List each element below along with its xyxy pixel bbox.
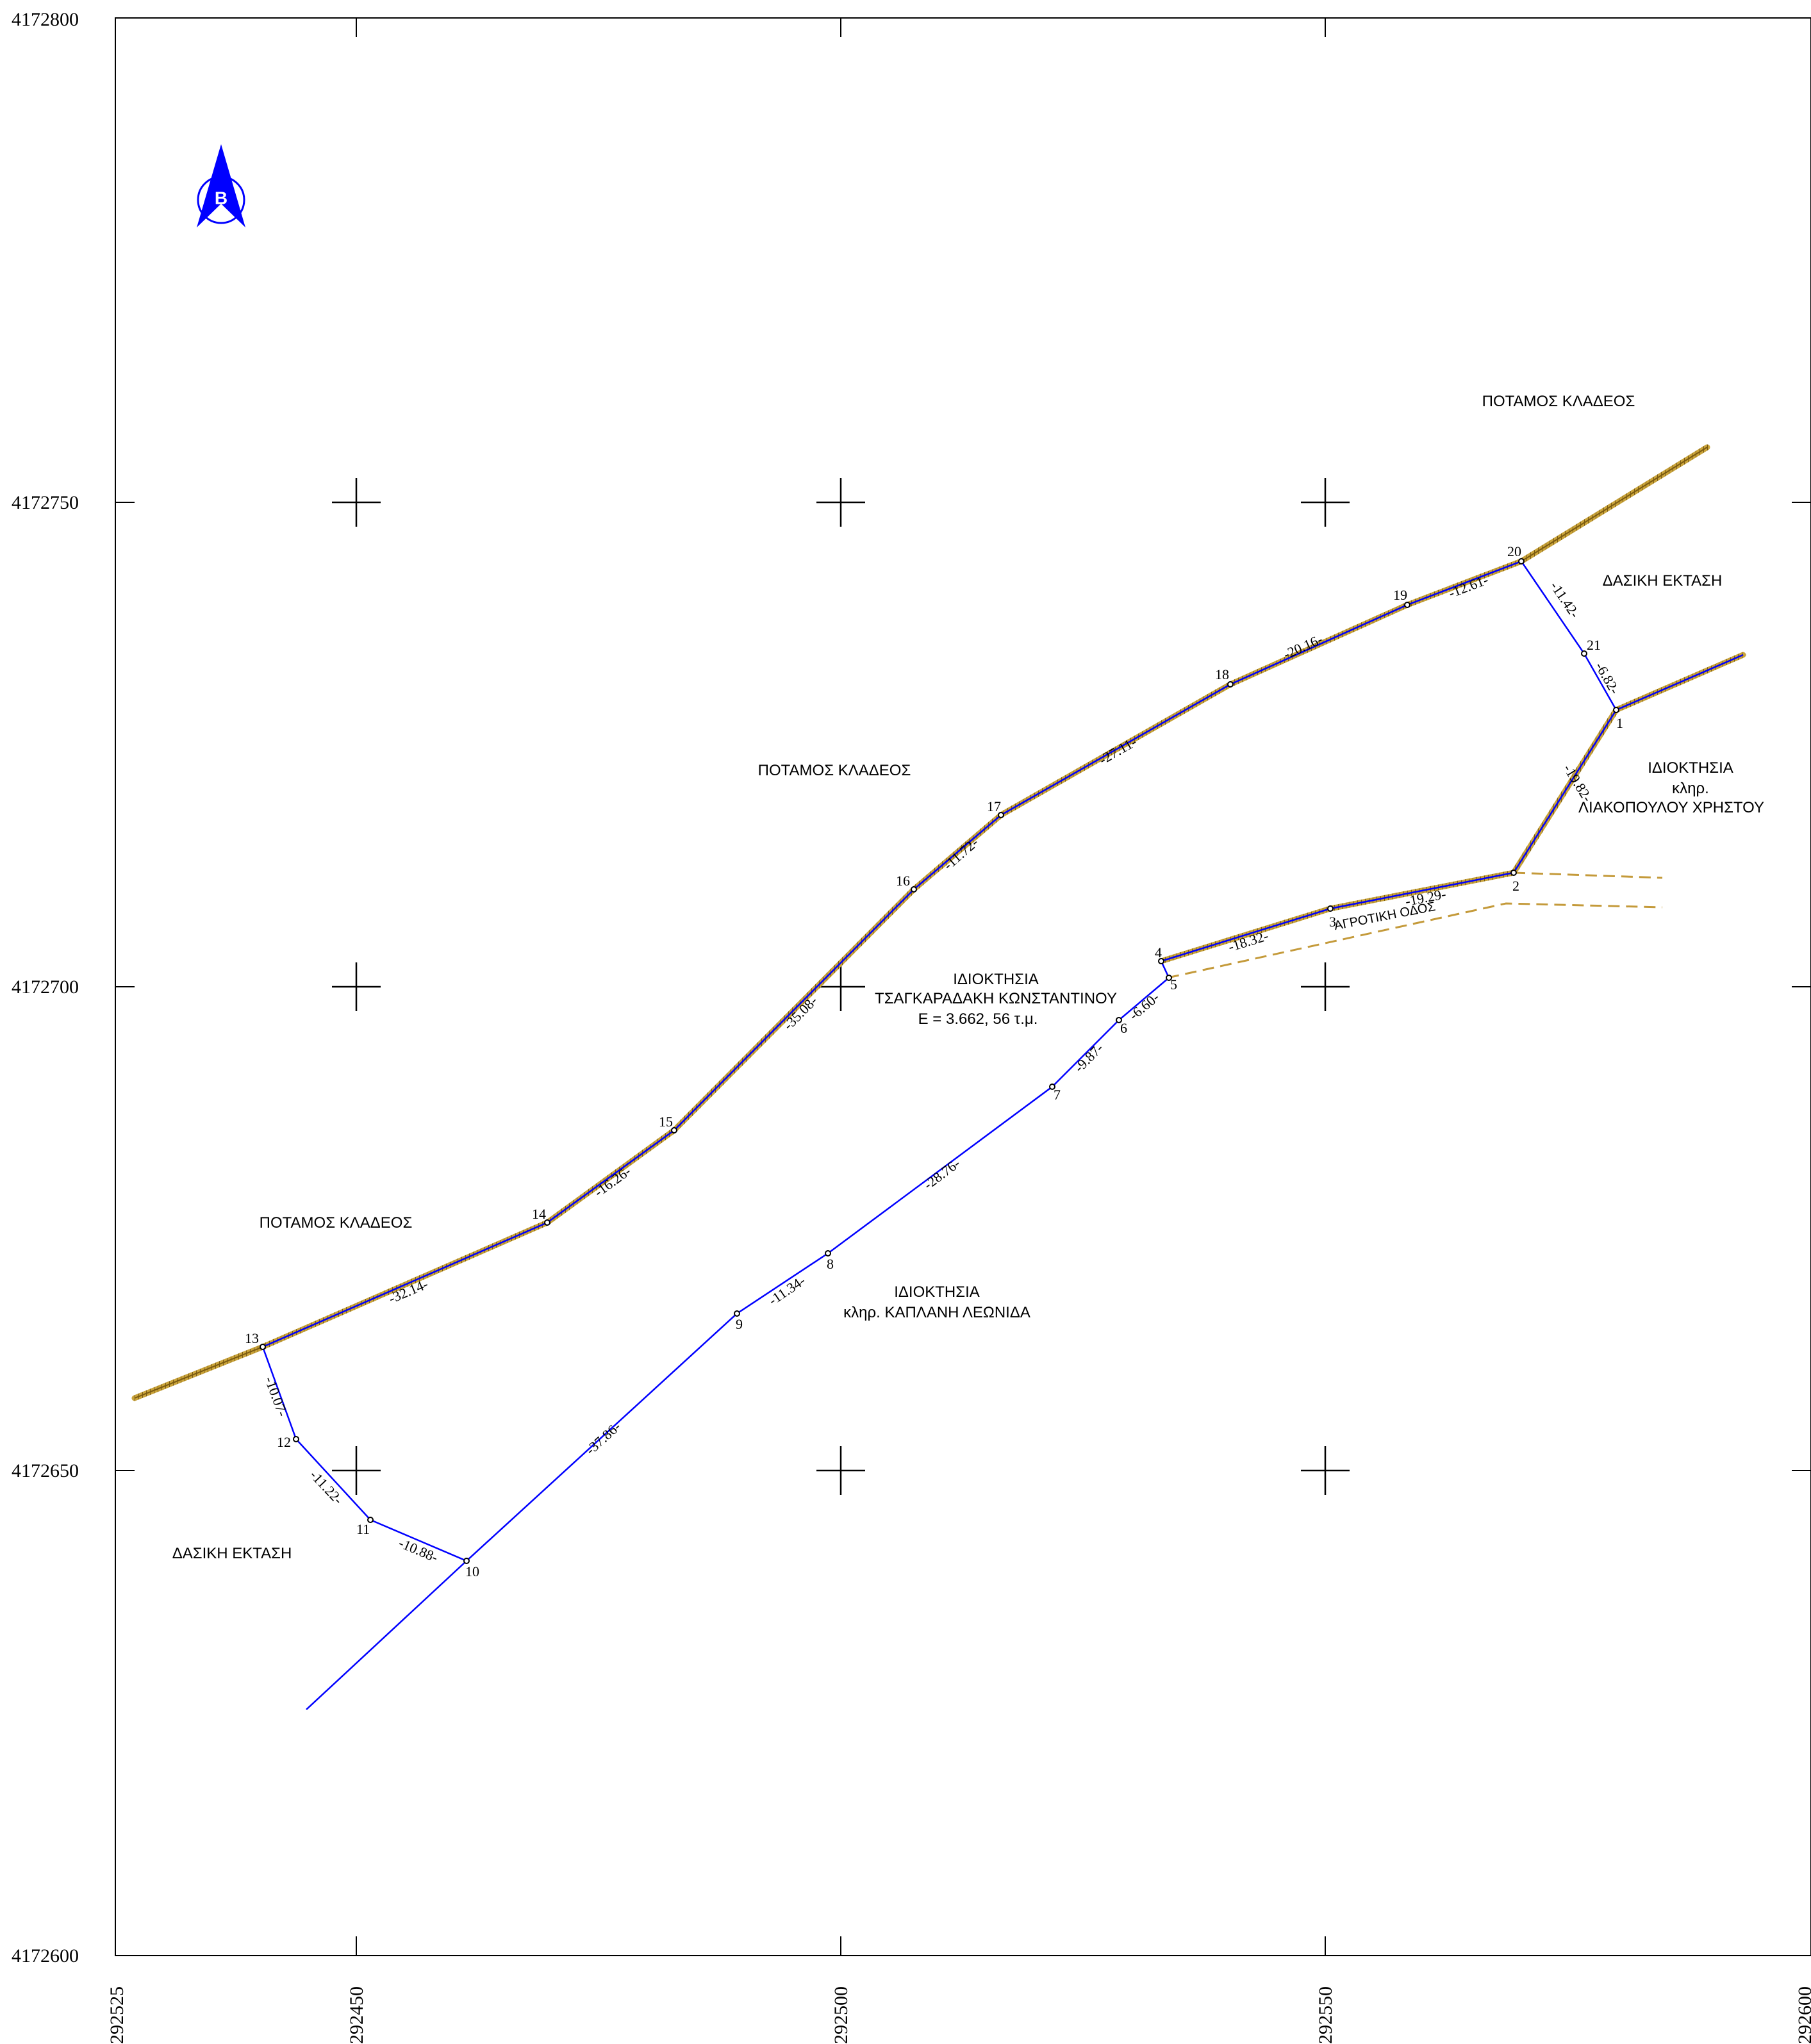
vertex-marker [734,1310,740,1317]
segment-length-label: -11.42- [1547,579,1583,621]
y-tick-label: 4172750 [12,492,79,513]
vertex-label: 8 [827,1256,834,1272]
vertex-label: 9 [736,1316,743,1332]
segment-length-label: -37.86- [583,1419,624,1458]
vertex-label: 16 [896,873,910,889]
vertex-marker [1613,707,1619,713]
vertex-marker [1166,975,1172,981]
vertex-marker [671,1127,677,1133]
vertex-marker [1510,870,1517,876]
x-tick-label: 292500 [831,1986,852,2044]
y-tick-label: 4172800 [12,9,79,30]
north-letter: Β [215,188,227,208]
forest-label: ΔΑΣΙΚΗ ΕΚΤΑΣΗ [172,1545,292,1562]
segment-length-label: -11.34- [766,1273,808,1308]
vertex-label: 19 [1393,587,1407,603]
vertex-marker [367,1517,374,1523]
vertex-label: 6 [1120,1020,1127,1036]
vertex-marker [293,1436,299,1442]
vertex-marker [1227,681,1234,688]
forest-label: ΔΑΣΙΚΗ ΕΚΤΑΣΗ [1603,572,1723,589]
vertex-label: 20 [1507,543,1521,559]
property-kaplani-label: ΙΔΙΟΚΤΗΣΙΑ [894,1283,980,1301]
property-main-label: ΤΣΑΓΚΑΡΑΔΑΚΗ ΚΩΝΣΤΑΝΤΙΝΟΥ [875,990,1117,1007]
river-label: ΠΟΤΑΜΟΣ ΚΛΑΔΕΟΣ [758,762,911,779]
vertex-marker [1581,650,1587,657]
x-tick-label: 292525 [106,1986,128,2044]
x-tick-label: 292550 [1315,1986,1336,2044]
north-arrow-icon: Β [197,144,245,227]
agricultural-road [1167,871,1663,979]
river-label: ΠΟΤΑΜΟΣ ΚΛΑΔΕΟΣ [1482,393,1635,410]
property-kaplani-label: κληρ. ΚΑΠΛΑΝΗ ΛΕΩΝΙΔΑ [843,1304,1030,1321]
property-liakopoulou-label: ΛΙΑΚΟΠΟΥΛΟΥ ΧΡΗΣΤΟΥ [1578,799,1764,816]
segment-length-label: -10.07- [261,1374,290,1419]
vertex-marker [825,1250,831,1257]
segment-length-label: -9.87- [1071,1040,1106,1075]
x-tick-label: 292450 [346,1986,367,2044]
segment-length-label: -12.61- [1446,572,1491,601]
segment-length-label: -35.08- [780,993,820,1033]
vertex-marker [1327,905,1334,912]
property-area-label: Ε = 3.662, 56 τ.μ. [918,1010,1038,1028]
vertex-marker [1158,958,1164,964]
y-tick-label: 4172650 [12,1460,79,1481]
vertex-label: 2 [1512,878,1519,894]
vertex-label: 21 [1587,637,1601,653]
vertex-label: 1 [1616,715,1623,731]
vertex-label: 13 [245,1330,259,1346]
segment-length-label: -6.60- [1126,989,1162,1023]
segment-length-label: -6.82- [1592,659,1623,697]
river-banks [131,444,1746,1401]
segment-length-label: -20.16- [1281,631,1325,663]
vertex-marker [1116,1017,1122,1023]
property-main-label: ΙΔΙΟΚΤΗΣΙΑ [953,971,1039,988]
vertex-marker [998,812,1004,818]
segment-length-label: -16.26- [591,1163,634,1200]
vertex-label: 12 [277,1434,291,1450]
vertex-marker [463,1558,470,1564]
vertex-label: 14 [532,1206,546,1222]
segment-length-label: -11.72- [940,834,981,873]
property-liakopoulou-label: ΙΔΙΟΚΤΗΣΙΑ [1648,759,1733,777]
vertex-label: 4 [1155,944,1162,960]
vertex-label: 11 [356,1521,370,1537]
river-label: ΠΟΤΑΜΟΣ ΚΛΑΔΕΟΣ [260,1214,413,1232]
vertex-marker [911,886,917,893]
vertex-label: 5 [1170,977,1177,993]
y-tick-label: 4172600 [12,1945,79,1966]
vertex-marker [1518,558,1525,565]
vertex-label: 10 [465,1563,479,1579]
vertex-marker [544,1219,550,1226]
segment-length-label: -28.76- [920,1155,963,1193]
vertex-label: 3 [1329,914,1336,930]
parcel-boundary [261,560,1744,1710]
y-tick-label: 4172700 [12,977,79,998]
x-tick-label: 292600 [1794,1986,1811,2044]
vertex-label: 17 [987,798,1001,814]
vertex-label: 18 [1215,666,1229,682]
vertex-marker [1049,1084,1055,1090]
segment-length-label: -19.82- [1560,761,1596,805]
grid-crosses [332,478,1350,1495]
segment-length-label: -10.88- [397,1535,441,1565]
vertex-label: 7 [1054,1087,1061,1103]
property-liakopoulou-label: κληρ. [1672,780,1709,797]
segment-length-label: -27.11- [1096,734,1139,768]
vertex-marker [260,1344,266,1350]
vertex-marker [1404,602,1410,608]
vertex-label: 15 [659,1114,673,1130]
